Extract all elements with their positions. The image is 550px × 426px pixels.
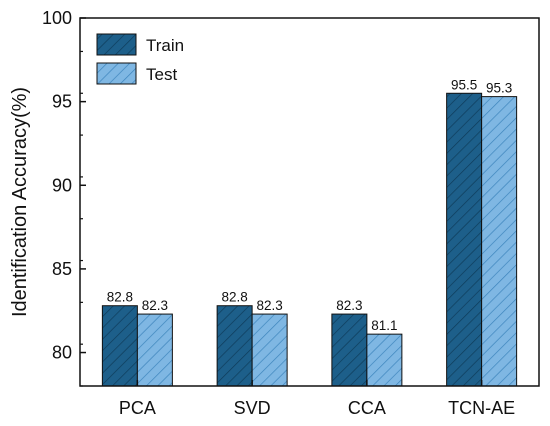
data-label-test-tcn-ae: 95.3: [486, 81, 512, 96]
x-tick-label: SVD: [234, 398, 271, 418]
bar-test-cca: [366, 333, 403, 387]
bar-labels-group: 82.8 82.3 82.8 82.3 82.3 81.1 95.5 95.3: [107, 77, 513, 333]
data-label-train-cca: 82.3: [336, 298, 362, 313]
data-label-test-cca: 81.1: [371, 318, 397, 333]
legend: Train Test: [96, 33, 184, 85]
y-axis: 80 85 90 95 100: [42, 8, 86, 387]
data-label-test-pca: 82.3: [142, 298, 168, 313]
y-tick-label: 85: [52, 259, 72, 279]
bar-test-tcn-ae: [481, 96, 518, 387]
y-tick-label: 80: [52, 343, 72, 363]
y-axis-label: Identification Accuracy(%): [9, 87, 31, 317]
plot-frame: [79, 17, 540, 387]
y-tick-label: 95: [52, 92, 72, 112]
x-tick-label: TCN-AE: [448, 398, 515, 418]
bar-test-pca: [136, 313, 173, 387]
legend-label-train: Train: [146, 36, 184, 55]
x-tick-label: CCA: [348, 398, 386, 418]
bar-train-pca: [101, 305, 138, 387]
data-label-test-svd: 82.3: [256, 298, 282, 313]
legend-label-test: Test: [146, 65, 177, 84]
y-tick-label: 100: [42, 8, 72, 28]
data-label-train-pca: 82.8: [107, 290, 133, 305]
bars-group: [101, 92, 518, 387]
bar-test-svd: [251, 313, 288, 387]
bar-train-svd: [216, 305, 253, 387]
bar-train-tcn-ae: [446, 92, 483, 387]
x-tick-label: PCA: [119, 398, 156, 418]
x-axis: PCA SVD CCA TCN-AE: [119, 380, 515, 418]
legend-swatch-train: [96, 33, 137, 56]
legend-swatch-test: [96, 62, 137, 85]
data-label-train-svd: 82.8: [221, 290, 247, 305]
bar-train-cca: [331, 313, 368, 387]
y-tick-label: 90: [52, 175, 72, 195]
data-label-train-tcn-ae: 95.5: [451, 77, 477, 92]
